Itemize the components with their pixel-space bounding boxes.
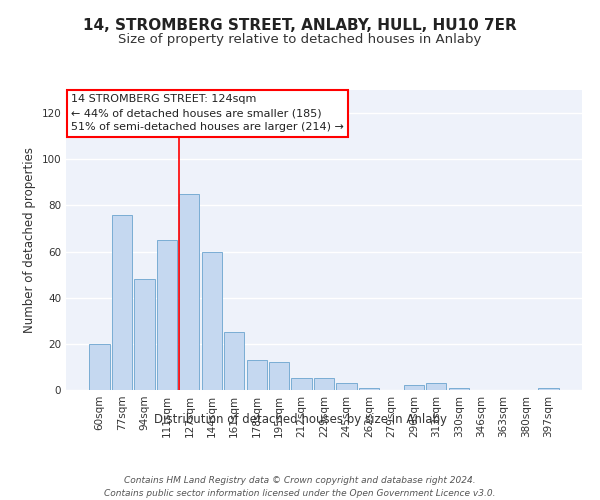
Bar: [247, 360, 267, 390]
Text: Contains HM Land Registry data © Crown copyright and database right 2024.
Contai: Contains HM Land Registry data © Crown c…: [104, 476, 496, 498]
Text: Distribution of detached houses by size in Anlaby: Distribution of detached houses by size …: [154, 412, 446, 426]
Bar: [449, 388, 469, 390]
Bar: [269, 362, 289, 390]
Text: 14, STROMBERG STREET, ANLABY, HULL, HU10 7ER: 14, STROMBERG STREET, ANLABY, HULL, HU10…: [83, 18, 517, 32]
Bar: [224, 332, 244, 390]
Bar: [426, 383, 446, 390]
Bar: [359, 388, 379, 390]
Bar: [157, 240, 177, 390]
Bar: [179, 194, 199, 390]
Text: Size of property relative to detached houses in Anlaby: Size of property relative to detached ho…: [118, 32, 482, 46]
Bar: [112, 214, 132, 390]
Bar: [314, 378, 334, 390]
Bar: [292, 378, 311, 390]
Bar: [134, 279, 155, 390]
Y-axis label: Number of detached properties: Number of detached properties: [23, 147, 36, 333]
Bar: [202, 252, 222, 390]
Bar: [89, 344, 110, 390]
Bar: [337, 383, 356, 390]
Text: 14 STROMBERG STREET: 124sqm
← 44% of detached houses are smaller (185)
51% of se: 14 STROMBERG STREET: 124sqm ← 44% of det…: [71, 94, 344, 132]
Bar: [538, 388, 559, 390]
Bar: [404, 386, 424, 390]
